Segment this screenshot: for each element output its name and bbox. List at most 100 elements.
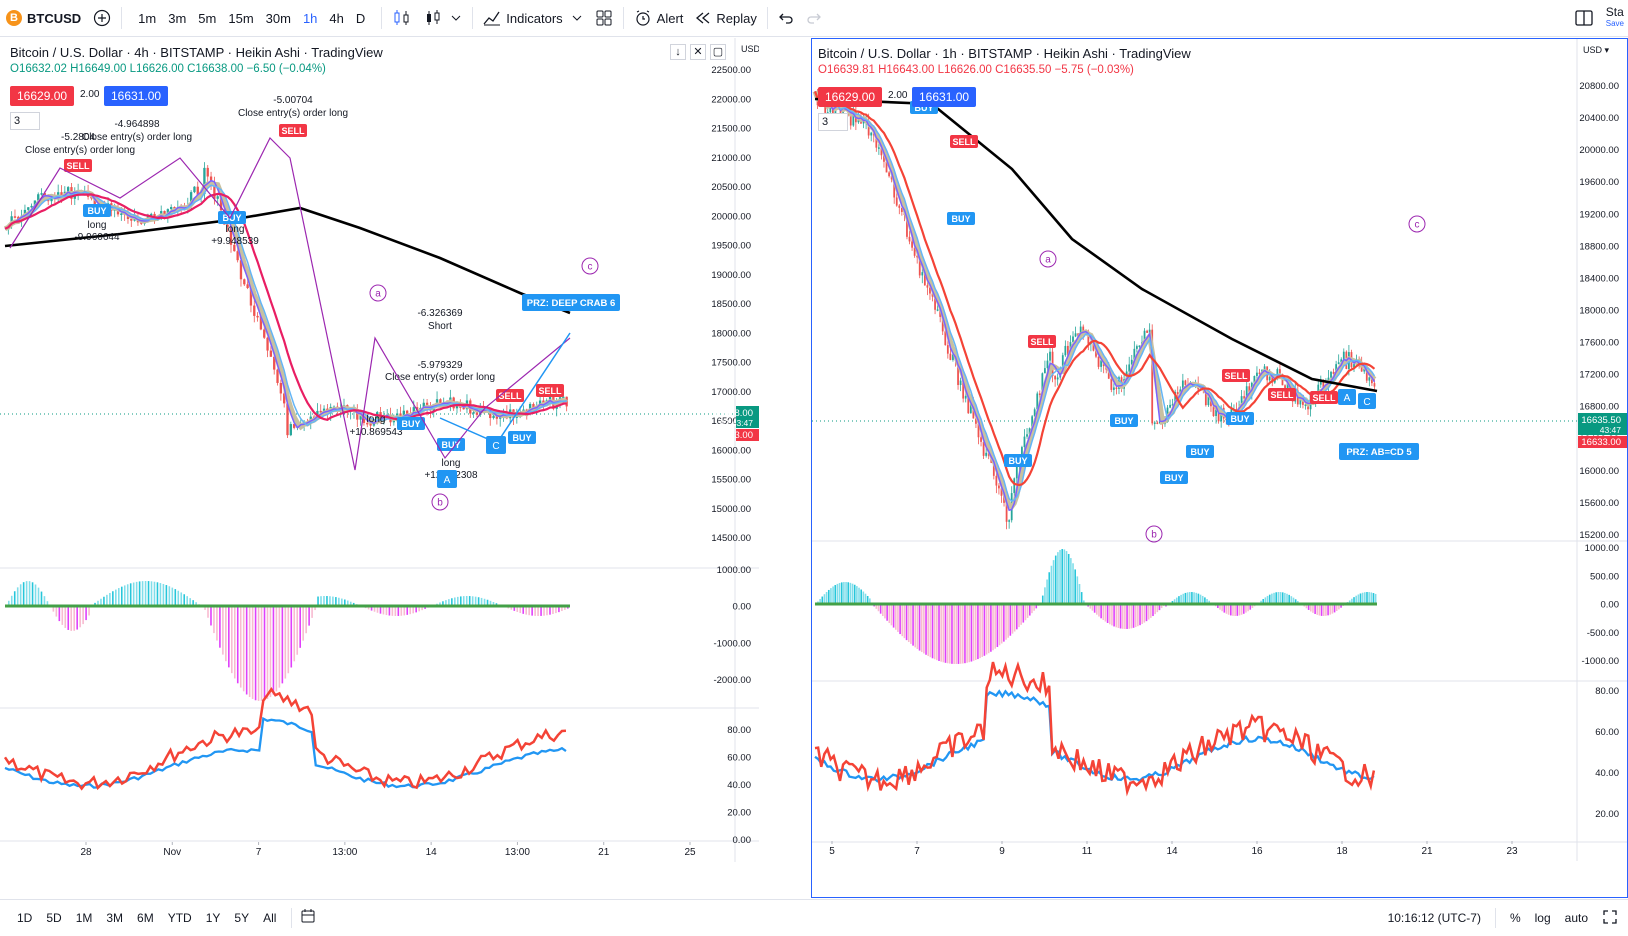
time-tick: 25 [684,847,696,858]
short-label: Short [428,321,452,332]
interval-5m[interactable]: 5m [192,11,222,26]
candle-body [1044,368,1046,373]
macd-bar [222,606,224,655]
rewind-icon [695,11,711,25]
left-sell-button[interactable]: 16629.00 [10,86,74,106]
left-buy-button[interactable]: 16631.00 [104,86,168,106]
currency-label: USD ▾ [1583,45,1610,55]
range-1D[interactable]: 1D [10,911,39,925]
macd-bar [1118,604,1120,628]
layouts-button[interactable] [589,0,619,37]
price-tick: 15200.00 [1579,530,1619,541]
interval-15m[interactable]: 15m [222,11,259,26]
macd-tick: 0.00 [1601,600,1620,611]
candle-body [1026,434,1028,436]
interval-D[interactable]: D [350,11,371,26]
undo-button[interactable] [772,0,800,37]
maximize-icon[interactable]: ▢ [710,44,726,60]
range-5Y[interactable]: 5Y [227,911,256,925]
compare-button[interactable] [87,0,117,37]
macd-bar [1187,592,1189,604]
chart-type-button[interactable] [418,0,468,37]
left-count-dropdown[interactable]: 3 [10,112,40,130]
range-All[interactable]: All [256,911,283,925]
long-label: long [226,224,245,235]
macd-bar [960,604,962,664]
range-5D[interactable]: 5D [39,911,68,925]
divider [121,7,122,29]
interval-1h[interactable]: 1h [297,11,323,26]
goto-date-button[interactable] [300,908,316,927]
auto-toggle[interactable]: auto [1565,911,1588,925]
macd-bar [1023,604,1025,623]
macd-bar [154,582,156,606]
macd-bar [1360,593,1362,604]
time-tick: 7 [256,847,262,858]
macd-bar [943,604,945,662]
log-toggle[interactable]: log [1535,911,1551,925]
right-sell-button[interactable]: 16629.00 [818,87,882,107]
right-chart-canvas[interactable]: USD ▾20800.0020400.0020000.0019600.00192… [812,39,1627,897]
clock[interactable]: 10:16:12 (UTC-7) [1388,911,1481,925]
range-YTD[interactable]: YTD [161,911,199,925]
macd-bar [837,584,839,604]
candle-body [1156,422,1158,424]
candle-body [947,345,949,354]
macd-bar [886,604,888,621]
bar-style-button[interactable] [386,0,418,37]
candle-body [1169,405,1171,408]
candle-body [1008,520,1010,522]
macd-bar [1100,604,1102,618]
macd-bar [279,606,281,688]
close-icon[interactable]: ✕ [690,44,706,60]
right-buy-button[interactable]: 16631.00 [912,87,976,107]
price-tick: 19200.00 [1579,209,1619,220]
macd-bar [1014,604,1016,632]
candle-body [1284,385,1286,388]
time-tick: Nov [163,847,181,858]
layout-toggle-button[interactable] [1568,0,1600,37]
divider [767,7,768,29]
macd-bar [166,585,168,606]
replay-button[interactable]: Replay [689,0,762,37]
interval-4h[interactable]: 4h [323,11,349,26]
alert-button[interactable]: Alert [628,0,690,37]
macd-bar [305,606,307,633]
indicators-button[interactable]: Indicators [477,0,588,37]
left-chart-pane[interactable]: USD ▾22500.0022000.0021500.0021000.00205… [0,38,759,898]
interval-1m[interactable]: 1m [132,11,162,26]
interval-3m[interactable]: 3m [162,11,192,26]
candle-body [40,193,42,195]
redo-button[interactable] [800,0,828,37]
harmonic-pattern-line [10,138,570,470]
percent-toggle[interactable]: % [1510,911,1521,925]
macd-bar [62,606,64,625]
right-count-dropdown[interactable]: 3 [818,113,848,131]
macd-bar [142,581,144,606]
macd-bar [1115,604,1117,627]
range-1Y[interactable]: 1Y [199,911,228,925]
range-1M[interactable]: 1M [69,911,100,925]
candle-body [263,329,265,337]
range-3M[interactable]: 3M [99,911,130,925]
macd-bar [148,581,150,606]
left-chart-canvas[interactable]: USD ▾22500.0022000.0021500.0021000.00205… [0,38,759,898]
interval-30m[interactable]: 30m [260,11,297,26]
range-6M[interactable]: 6M [130,911,161,925]
price-tick: 15600.00 [1579,498,1619,509]
left-spread: 2.00 [80,89,99,100]
macd-bar [1020,604,1022,625]
right-spread: 2.00 [888,90,907,101]
symbol-search[interactable]: B BTCUSD [0,0,87,37]
price-tick: 20000.00 [711,211,751,222]
macd-bar [1059,550,1061,604]
fullscreen-button[interactable] [1602,909,1618,928]
time-tick: 13:00 [505,847,530,858]
candle-body [998,486,1000,489]
save-button[interactable]: Sta Save [1600,0,1628,37]
candle-body [1330,372,1332,378]
arrow-down-icon[interactable]: ↓ [670,44,686,60]
macd-bar [180,592,182,606]
macd-bar [1152,604,1154,616]
